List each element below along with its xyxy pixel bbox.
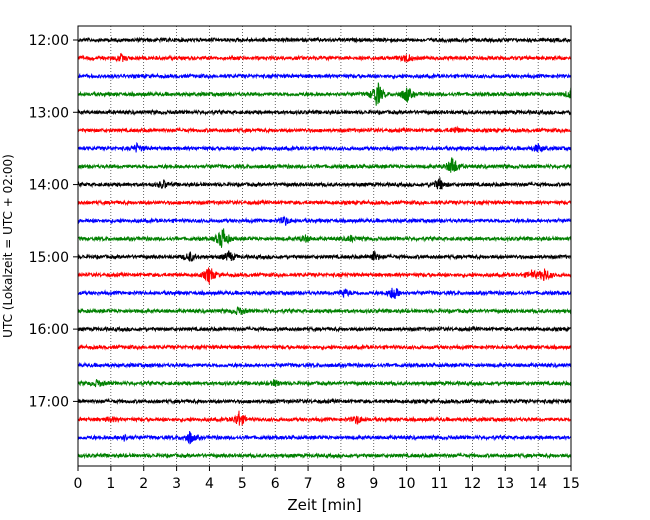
- x-tick-label: 15: [562, 476, 580, 492]
- trace-1515: [77, 267, 572, 285]
- trace-1330: [77, 142, 572, 153]
- seismic-traces: [77, 36, 572, 460]
- x-tick-label: 1: [106, 476, 115, 492]
- trace-1745: [77, 451, 572, 460]
- trace-1630: [77, 361, 572, 369]
- plot-frame: [77, 25, 572, 467]
- trace-1715: [77, 410, 571, 427]
- trace-1230: [77, 72, 572, 80]
- trace-1500: [77, 249, 572, 262]
- x-tick-label: 12: [463, 476, 481, 492]
- trace-1400: [77, 177, 572, 190]
- trace-1615: [77, 343, 572, 351]
- x-tick-label: 6: [271, 476, 280, 492]
- x-tick-label: 8: [336, 476, 345, 492]
- y-tick-label: 17:00: [29, 394, 69, 410]
- trace-1730: [77, 431, 571, 445]
- y-axis: 12:00 13:00 14:00 15:00 16:00 17:00: [29, 33, 78, 410]
- x-tick-label: 14: [529, 476, 547, 492]
- trace-1645: [77, 378, 572, 388]
- trace-1315: [77, 125, 571, 134]
- y-tick-label: 15:00: [29, 250, 69, 266]
- x-axis-label: Zeit [min]: [287, 496, 361, 514]
- x-tick-label: 5: [238, 476, 247, 492]
- x-tick-label: 9: [369, 476, 378, 492]
- trace-1200: [77, 36, 571, 44]
- trace-1530: [77, 287, 572, 299]
- x-tick-label: 7: [304, 476, 313, 492]
- x-tick-label: 2: [139, 476, 148, 492]
- x-axis: 0 1 2 3 4 5 6 7 8 9 10 11 12 13 14 15: [74, 466, 580, 492]
- trace-1445: [77, 228, 572, 248]
- trace-1215: [77, 52, 571, 63]
- x-tick-label: 11: [431, 476, 449, 492]
- trace-1700: [77, 397, 572, 406]
- y-tick-label: 16:00: [29, 322, 69, 338]
- trace-1600: [77, 325, 572, 333]
- y-tick-label: 14:00: [29, 178, 69, 194]
- plot-area: [78, 26, 571, 466]
- y-tick-label: 13:00: [29, 105, 69, 121]
- x-tick-label: 0: [74, 476, 83, 492]
- trace-1430: [77, 215, 572, 226]
- trace-1300: [77, 108, 572, 117]
- trace-1245: [77, 82, 572, 106]
- trace-1415: [77, 198, 572, 207]
- x-tick-label: 10: [398, 476, 416, 492]
- y-axis-label: UTC (Lokalzeit = UTC + 02:00): [1, 154, 15, 338]
- x-tick-label: 13: [496, 476, 514, 492]
- plot-background: [78, 26, 571, 466]
- trace-1545: [77, 306, 572, 316]
- x-tick-label: 3: [172, 476, 181, 492]
- grid-lines: [110, 26, 539, 466]
- y-tick-label: 12:00: [29, 33, 69, 49]
- x-tick-label: 4: [205, 476, 214, 492]
- trace-1345: [77, 157, 572, 173]
